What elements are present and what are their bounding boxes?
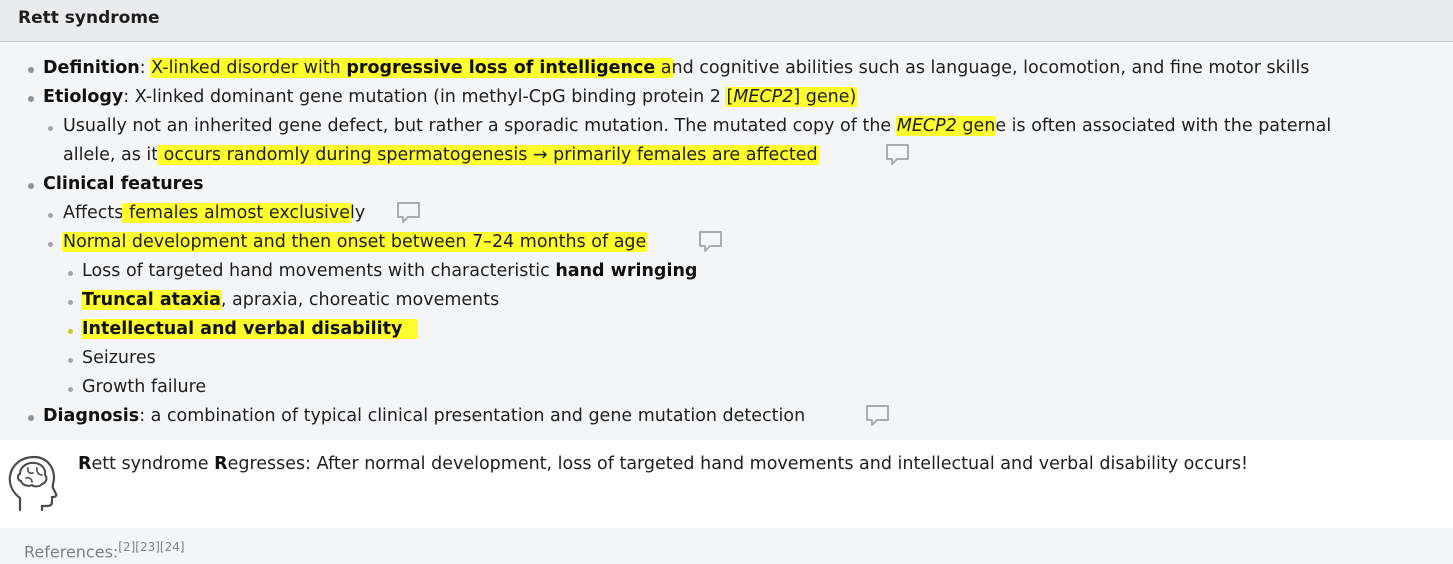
highlight: females almost exclusive — [122, 203, 352, 223]
bullet — [68, 387, 73, 392]
highlight: occurs randomly during spermatogenesis →… — [157, 145, 819, 165]
etiology-sub-line1: Usually not an inherited gene defect, bu… — [63, 116, 1332, 136]
definition-item: Definition: X-linked disorder with progr… — [43, 58, 1310, 78]
highlight: [MECP2] gene) — [725, 87, 858, 107]
section-title: Rett syndrome — [18, 8, 160, 28]
section-header[interactable]: Rett syndrome — [0, 0, 1453, 42]
comment-icon[interactable] — [865, 404, 891, 428]
comment-icon[interactable] — [698, 230, 724, 254]
etiology-label: Etiology — [43, 87, 124, 107]
brain-head-icon — [8, 455, 58, 512]
comment-icon[interactable] — [396, 201, 422, 225]
etiology-sub-line2: allele, as it occurs randomly during spe… — [63, 145, 819, 165]
growth-failure-item: Growth failure — [82, 377, 207, 397]
references-bar: References:[2][23][24] — [0, 528, 1453, 564]
intellectual-disability-item: Intellectual and verbal disability — [81, 317, 419, 341]
bullet — [48, 213, 53, 218]
highlight: Truncal ataxia — [81, 290, 222, 310]
highlight: Intellectual and verbal disability — [81, 319, 419, 339]
bullet — [48, 242, 53, 247]
bullet — [28, 67, 34, 73]
references-label[interactable]: References:[2][23][24] — [24, 540, 185, 562]
content-panel: Definition: X-linked disorder with progr… — [0, 42, 1453, 440]
bullet — [68, 300, 73, 305]
mnemonic-text: Rett syndrome Regresses: After normal de… — [78, 454, 1249, 474]
mnemonic-box: Rett syndrome Regresses: After normal de… — [0, 440, 1453, 528]
etiology-item: Etiology: X-linked dominant gene mutatio… — [43, 87, 858, 107]
definition-label: Definition — [43, 58, 140, 78]
bullet — [28, 415, 34, 421]
highlight: Normal development and then onset betwee… — [62, 232, 648, 252]
references-links[interactable]: [2][23][24] — [118, 540, 185, 554]
bullet — [68, 329, 73, 334]
bullet — [68, 271, 73, 276]
bullet — [28, 183, 34, 189]
diagnosis-item: Diagnosis: a combination of typical clin… — [43, 406, 806, 426]
seizures-item: Seizures — [82, 348, 156, 368]
diagnosis-label: Diagnosis — [43, 406, 140, 426]
highlight: MECP2 gen — [895, 116, 997, 136]
bullet — [28, 96, 34, 102]
hand-movements-item: Loss of targeted hand movements with cha… — [82, 261, 698, 281]
bullet — [68, 358, 73, 363]
highlight: X-linked disorder with progressive loss … — [150, 58, 673, 78]
clinical-label-line: Clinical features — [43, 172, 204, 196]
normal-development-item: Normal development and then onset betwee… — [62, 230, 648, 254]
bullet — [48, 126, 53, 131]
clinical-label: Clinical features — [43, 174, 204, 194]
comment-icon[interactable] — [885, 143, 911, 167]
affects-item: Affects females almost exclusively — [63, 203, 366, 223]
truncal-ataxia-item: Truncal ataxia, apraxia, choreatic movem… — [81, 290, 500, 310]
